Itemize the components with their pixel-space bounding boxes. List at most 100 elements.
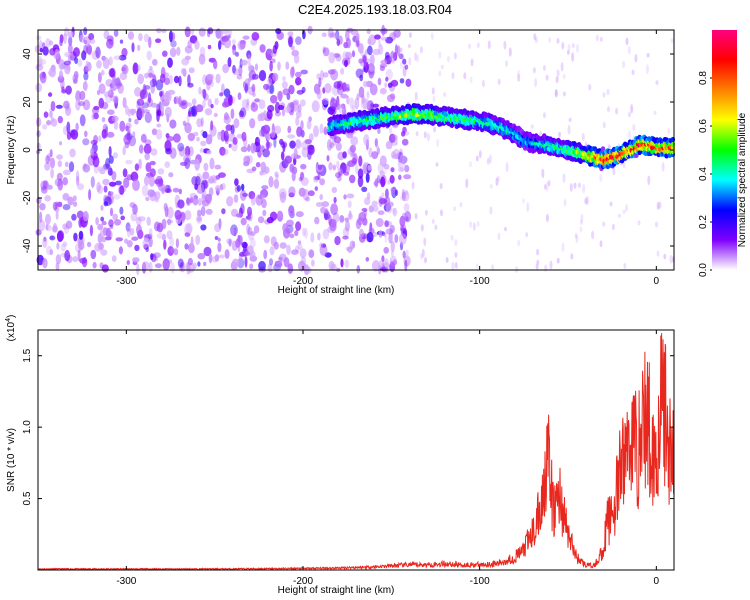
noise-cell — [599, 240, 603, 248]
noise-cell — [230, 124, 235, 135]
noise-cell — [261, 185, 269, 190]
noise-cell — [77, 183, 84, 191]
noise-cell — [287, 263, 294, 274]
noise-cell — [295, 36, 302, 45]
noise-cell — [49, 149, 53, 158]
noise-cell — [532, 67, 536, 74]
spectrogram-x-tick-label: -300 — [116, 276, 136, 287]
noise-cell — [83, 44, 88, 55]
noise-cell — [55, 210, 59, 220]
noise-cell — [91, 107, 99, 115]
noise-cell — [362, 80, 368, 88]
noise-cell — [90, 38, 96, 44]
noise-cell — [258, 70, 267, 82]
noise-cell — [207, 177, 215, 184]
noise-cell — [245, 215, 251, 220]
noise-cell — [228, 239, 232, 247]
snr-x-tick-label: 0 — [654, 576, 660, 587]
noise-cell — [591, 230, 595, 240]
noise-cell — [398, 233, 407, 245]
noise-cell — [558, 131, 562, 138]
noise-cell — [263, 249, 268, 260]
noise-cell — [336, 38, 341, 47]
noise-cell — [272, 72, 279, 82]
noise-cell — [100, 249, 108, 256]
noise-cell — [625, 204, 628, 212]
noise-cell — [145, 196, 150, 202]
noise-cell — [345, 220, 350, 232]
noise-cell — [374, 34, 381, 40]
noise-cell — [200, 175, 205, 184]
noise-cell — [79, 34, 85, 43]
noise-cell — [402, 191, 410, 202]
snr-series-line — [37, 333, 675, 571]
noise-cell — [338, 171, 343, 176]
noise-cell — [263, 166, 270, 174]
noise-cell — [541, 168, 545, 179]
noise-cell — [278, 90, 283, 102]
noise-cell — [404, 189, 409, 196]
noise-cell — [45, 38, 51, 48]
noise-cell — [362, 55, 367, 64]
noise-cell — [419, 46, 423, 54]
noise-cell — [383, 232, 387, 238]
noise-cell — [129, 228, 135, 236]
noise-cell — [333, 196, 337, 204]
noise-cell — [173, 75, 180, 84]
noise-cell — [543, 184, 547, 190]
noise-cell — [612, 166, 616, 176]
noise-cell — [383, 198, 388, 204]
noise-cell — [45, 223, 49, 231]
noise-cell — [42, 46, 49, 56]
noise-cell — [389, 93, 396, 100]
noise-cell — [95, 46, 101, 59]
noise-cell — [371, 200, 378, 207]
noise-cell — [288, 36, 293, 48]
noise-cell — [305, 196, 311, 202]
noise-cell — [434, 224, 438, 231]
noise-cell — [319, 194, 324, 201]
noise-cell — [102, 57, 110, 69]
noise-cell — [268, 258, 274, 266]
noise-cell — [273, 125, 282, 135]
noise-cell — [96, 181, 101, 193]
noise-cell — [451, 261, 455, 271]
noise-cell — [399, 47, 403, 53]
noise-cell — [59, 38, 63, 47]
noise-cell — [378, 229, 383, 238]
noise-cell — [36, 130, 41, 138]
noise-cell — [74, 57, 79, 64]
noise-cell — [182, 120, 187, 127]
noise-cell — [134, 244, 140, 252]
noise-cell — [554, 89, 558, 98]
snr-y-tick-label: 1.5 — [22, 348, 33, 362]
noise-cell — [300, 163, 307, 170]
noise-cell — [203, 246, 212, 257]
noise-cell — [266, 132, 271, 141]
noise-cell — [377, 162, 384, 174]
noise-cell — [59, 141, 63, 146]
noise-cell — [547, 180, 551, 187]
noise-cell — [267, 78, 273, 86]
noise-cell — [390, 249, 394, 257]
noise-cell — [291, 66, 295, 76]
noise-cell — [140, 133, 147, 143]
noise-cell — [356, 265, 361, 274]
noise-cell — [372, 103, 380, 108]
noise-cell — [359, 74, 364, 82]
noise-cell — [399, 215, 406, 228]
noise-cell — [82, 99, 91, 111]
noise-cell — [100, 216, 105, 222]
noise-cell — [213, 59, 218, 70]
noise-cell — [526, 202, 530, 213]
noise-cell — [240, 217, 247, 226]
noise-cell — [390, 167, 395, 173]
noise-cell — [214, 223, 222, 233]
noise-cell — [289, 140, 296, 149]
noise-cell — [244, 251, 251, 257]
noise-cell — [108, 146, 112, 157]
noise-cell — [251, 32, 260, 41]
noise-cell — [430, 32, 434, 41]
noise-cell — [259, 112, 266, 121]
noise-cell — [221, 35, 230, 42]
